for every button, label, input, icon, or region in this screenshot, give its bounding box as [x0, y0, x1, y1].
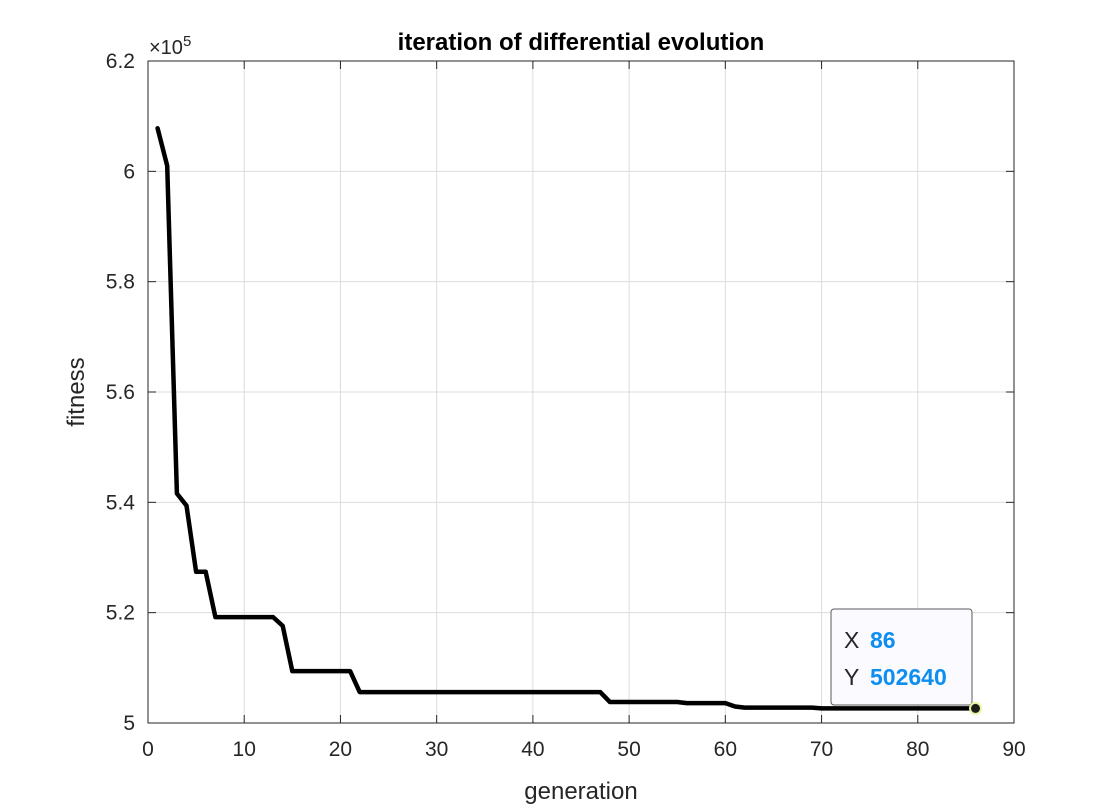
datatip-marker[interactable]	[969, 701, 983, 715]
x-tick-label: 0	[142, 738, 154, 761]
datatip-y-value: 502640	[870, 664, 947, 690]
x-tick-label: 10	[233, 738, 256, 761]
x-tick-label: 80	[906, 738, 929, 761]
y-exponent: ×105	[149, 33, 191, 59]
y-tick-label: 6	[123, 160, 135, 183]
grid	[148, 61, 1014, 723]
ticks: 0 10 20 30 40 50 60 70 80 90 5 5.2 5.4 5.6 5.8 6 6.2	[106, 50, 1026, 761]
y-exponent-base: ×10	[149, 37, 183, 59]
chart-title: iteration of differential evolution	[398, 29, 765, 56]
datatip-y-key: Y	[844, 664, 859, 690]
x-tick-label: 60	[714, 738, 737, 761]
datatip-x-value: 86	[870, 627, 896, 653]
y-tick-label: 5.6	[106, 381, 135, 404]
y-tick-label: 5.2	[106, 602, 135, 625]
datatip-box	[830, 608, 973, 706]
y-tick-label: 5	[123, 712, 135, 735]
x-tick-label: 70	[810, 738, 833, 761]
x-tick-label: 90	[1002, 738, 1025, 761]
series-layer	[155, 126, 978, 711]
x-axis-label: generation	[524, 778, 637, 805]
series-line	[155, 126, 978, 711]
x-tick-label: 20	[329, 738, 352, 761]
y-tick-label: 6.2	[106, 50, 135, 73]
datatip-x-key: X	[844, 627, 859, 653]
datatip[interactable]: X 86 Y 502640	[830, 608, 983, 715]
y-axis-label: fitness	[63, 357, 90, 426]
x-tick-label: 30	[425, 738, 448, 761]
y-exponent-power: 5	[183, 33, 191, 50]
y-tick-label: 5.4	[106, 491, 136, 514]
x-tick-label: 40	[521, 738, 544, 761]
y-tick-label: 5.8	[106, 271, 135, 294]
x-tick-label: 50	[617, 738, 640, 761]
